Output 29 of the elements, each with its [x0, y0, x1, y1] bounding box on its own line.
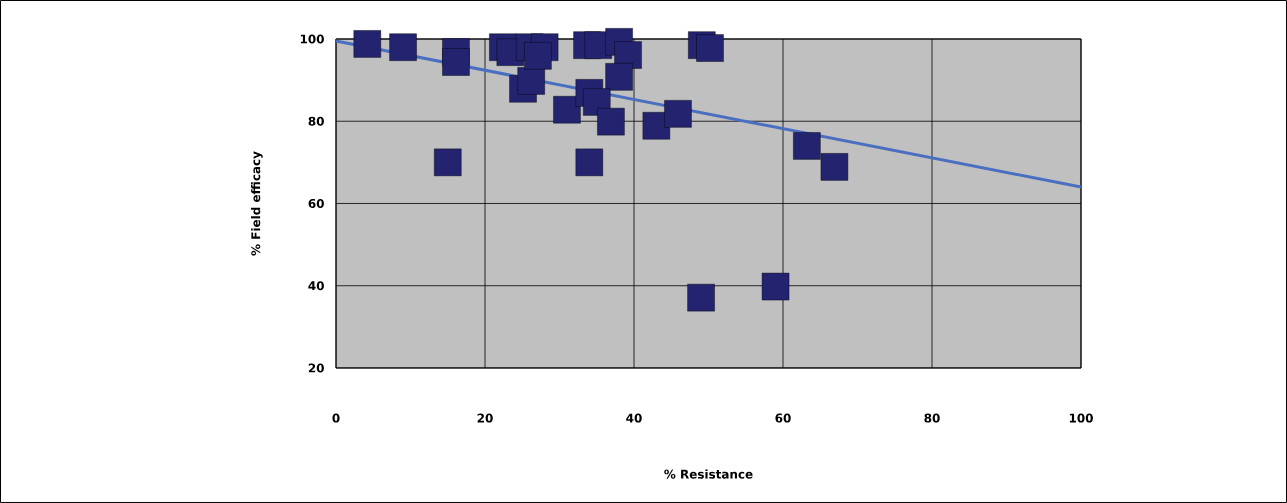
point: [517, 67, 545, 95]
point: [687, 283, 715, 312]
point: [434, 148, 462, 177]
point: [524, 42, 552, 70]
point: [664, 100, 692, 128]
point: [442, 48, 470, 76]
y-tick-label: 40: [308, 281, 324, 291]
y-tick-label: 20: [308, 363, 324, 373]
x-tick-label: 60: [775, 413, 791, 423]
x-tick-label: 40: [626, 413, 642, 423]
y-tick-label: 80: [308, 116, 324, 126]
point: [389, 33, 417, 61]
point: [605, 63, 633, 91]
point: [820, 153, 849, 181]
x-axis-title: % Resistance: [664, 469, 753, 479]
x-tick-label: 80: [924, 413, 940, 423]
x-tick-label: 20: [477, 413, 493, 423]
point: [696, 34, 724, 62]
x-tick-label: 0: [332, 413, 340, 423]
point: [353, 30, 381, 58]
point: [575, 148, 604, 177]
point: [553, 96, 581, 124]
point: [793, 132, 821, 160]
point: [761, 272, 790, 301]
point: [597, 107, 625, 136]
y-axis-title: % Field efficacy: [251, 151, 263, 256]
x-tick-label: 100: [1069, 413, 1093, 423]
y-tick-label: 60: [308, 198, 324, 209]
y-tick-label: 100: [300, 34, 324, 44]
